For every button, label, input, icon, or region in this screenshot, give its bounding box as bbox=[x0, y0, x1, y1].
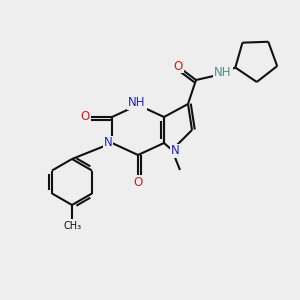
Text: O: O bbox=[80, 110, 90, 124]
Text: O: O bbox=[134, 176, 142, 188]
Text: NH: NH bbox=[128, 97, 146, 110]
Text: N: N bbox=[103, 136, 112, 149]
Text: N: N bbox=[171, 145, 179, 158]
Text: O: O bbox=[173, 59, 183, 73]
Text: NH: NH bbox=[214, 65, 232, 79]
Text: CH₃: CH₃ bbox=[64, 221, 82, 231]
